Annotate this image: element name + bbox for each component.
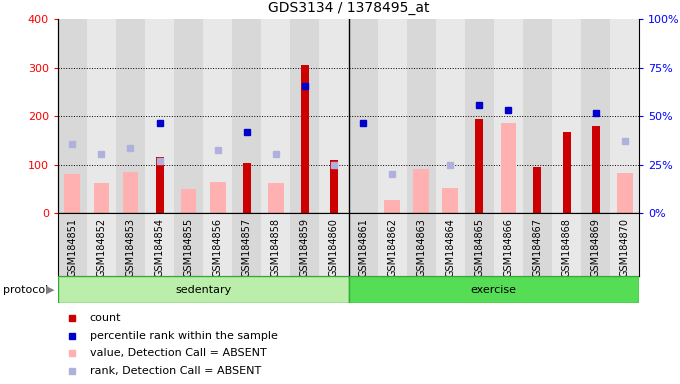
Bar [203,213,232,276]
Bar [116,213,145,276]
Bar [261,213,290,276]
Bar [443,188,458,213]
Bar [534,167,541,213]
Bar [156,157,163,213]
Text: GSM184868: GSM184868 [562,218,571,277]
Bar [243,163,251,213]
Text: GSM184852: GSM184852 [97,218,106,277]
Bar [174,19,203,213]
Bar [174,213,203,276]
Bar [122,172,138,213]
Bar [232,19,261,213]
Bar [320,19,348,213]
Text: GSM184853: GSM184853 [126,218,135,277]
Text: GSM184862: GSM184862 [387,218,397,277]
Bar [210,182,226,213]
Bar [348,276,639,303]
Text: GSM184865: GSM184865 [475,218,484,277]
Bar [592,126,600,213]
Bar [145,19,174,213]
Text: GSM184856: GSM184856 [213,218,222,277]
Bar [58,19,87,213]
Text: GSM184870: GSM184870 [619,218,630,277]
Bar [348,19,377,213]
Bar [552,213,581,276]
Text: GSM184866: GSM184866 [503,218,513,277]
Bar [436,213,465,276]
Bar [552,19,581,213]
Bar [330,160,338,213]
Text: GSM184854: GSM184854 [154,218,165,277]
Bar [203,19,232,213]
Bar [617,173,632,213]
Text: GSM184864: GSM184864 [445,218,455,277]
Title: GDS3134 / 1378495_at: GDS3134 / 1378495_at [268,2,429,15]
Bar [523,19,552,213]
Bar [377,19,407,213]
Text: GSM184860: GSM184860 [329,218,339,277]
Text: GSM184869: GSM184869 [591,218,600,277]
Bar [494,213,523,276]
Text: value, Detection Call = ABSENT: value, Detection Call = ABSENT [90,348,267,358]
Bar [87,213,116,276]
Bar [581,213,610,276]
Bar [58,276,348,303]
Text: protocol: protocol [3,285,49,295]
Text: percentile rank within the sample: percentile rank within the sample [90,331,277,341]
Text: GSM184851: GSM184851 [67,218,78,277]
Bar [494,19,523,213]
Text: ▶: ▶ [46,285,54,295]
Bar [407,19,436,213]
Text: GSM184861: GSM184861 [358,218,368,277]
Text: GSM184857: GSM184857 [242,218,252,277]
Bar [181,189,197,213]
Bar [465,19,494,213]
Text: GSM184863: GSM184863 [416,218,426,277]
Text: sedentary: sedentary [175,285,231,295]
Bar [58,213,87,276]
Bar [65,174,80,213]
Bar [523,213,552,276]
Bar [94,183,109,213]
Bar [87,19,116,213]
Text: exercise: exercise [471,285,517,295]
Bar [562,132,571,213]
Bar [290,213,320,276]
Bar [384,200,400,213]
Bar [348,213,377,276]
Bar [261,19,290,213]
Text: GSM184867: GSM184867 [532,218,543,277]
Bar [116,19,145,213]
Text: GSM184859: GSM184859 [300,218,310,277]
Text: count: count [90,313,121,323]
Bar [581,19,610,213]
Bar [413,169,429,213]
Bar [610,213,639,276]
Bar [320,213,348,276]
Bar [407,213,436,276]
Bar [377,213,407,276]
Text: GSM184858: GSM184858 [271,218,281,277]
Bar [290,19,320,213]
Text: GSM184855: GSM184855 [184,218,194,277]
Bar [500,123,516,213]
Bar [268,182,284,213]
Bar [610,19,639,213]
Bar [465,213,494,276]
Bar [436,19,465,213]
Text: rank, Detection Call = ABSENT: rank, Detection Call = ABSENT [90,366,261,376]
Bar [475,119,483,213]
Bar [301,65,309,213]
Bar [145,213,174,276]
Bar [232,213,261,276]
